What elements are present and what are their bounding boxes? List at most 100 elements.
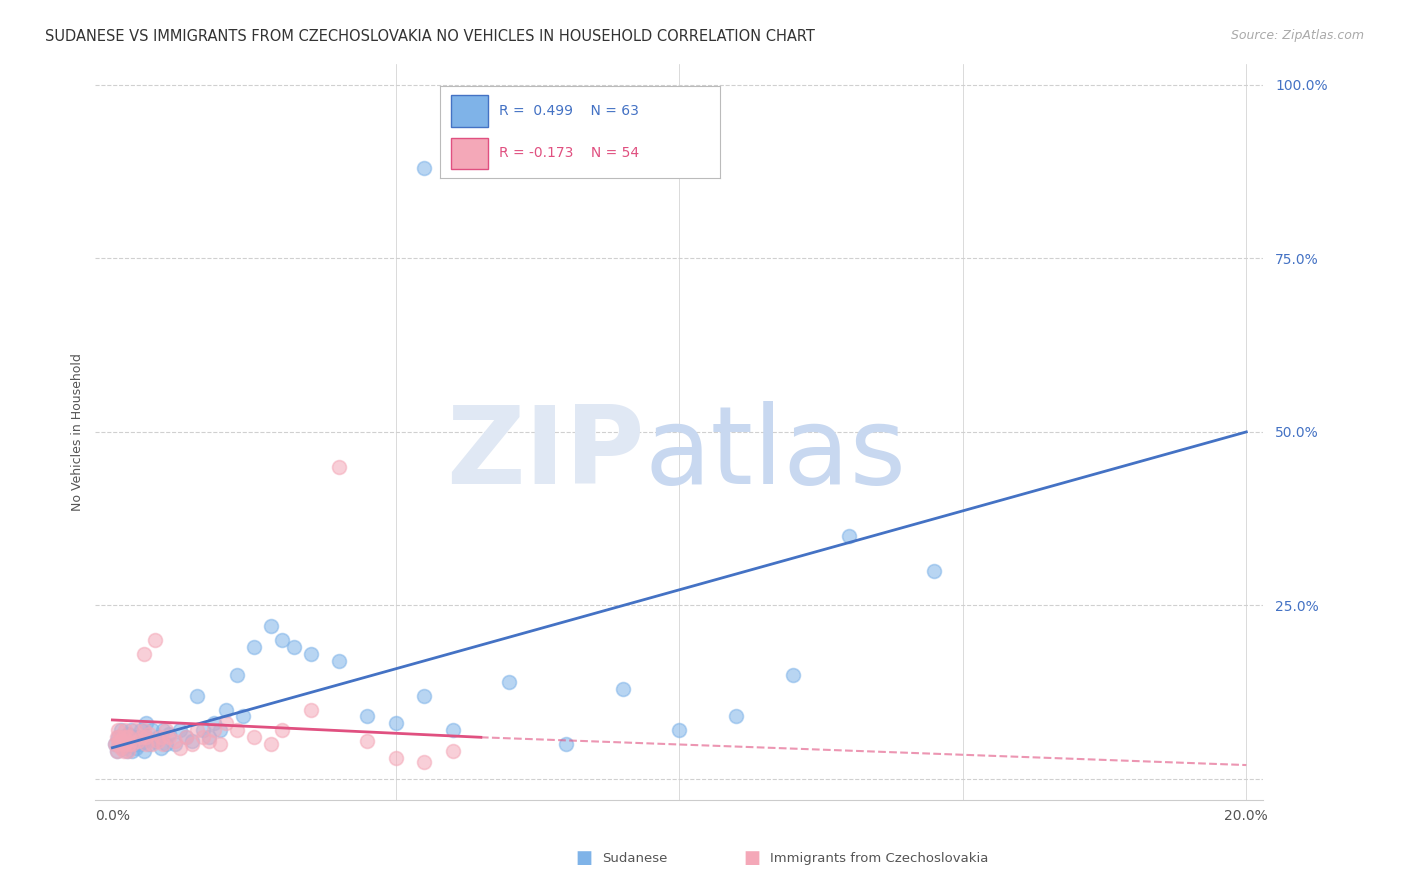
Point: [413, 755, 436, 769]
Point: [122, 731, 145, 745]
Point: [118, 737, 141, 751]
Point: [117, 744, 139, 758]
Point: [163, 733, 186, 747]
Point: [132, 723, 155, 738]
Point: [186, 723, 208, 738]
Point: [924, 564, 946, 578]
Point: [226, 723, 249, 738]
Point: [215, 716, 238, 731]
Point: [441, 723, 464, 738]
Point: [441, 744, 464, 758]
Point: [114, 733, 136, 747]
Point: [356, 709, 378, 723]
Point: [174, 731, 197, 745]
Point: [115, 731, 138, 745]
Point: [782, 668, 804, 682]
Text: ■: ■: [575, 849, 592, 867]
Point: [111, 740, 134, 755]
Point: [197, 733, 219, 747]
Point: [121, 744, 143, 758]
Point: [838, 529, 860, 543]
Point: [121, 737, 143, 751]
Point: [107, 737, 129, 751]
Point: [107, 723, 129, 738]
Point: [124, 723, 146, 738]
Point: [612, 681, 634, 696]
Point: [124, 737, 146, 751]
Point: [141, 723, 163, 738]
Point: [149, 731, 172, 745]
Point: [105, 744, 128, 758]
Point: [724, 709, 747, 723]
Point: [197, 731, 219, 745]
Point: [180, 737, 202, 751]
Point: [202, 716, 225, 731]
Point: [180, 733, 202, 747]
Point: [271, 633, 294, 648]
Point: [668, 723, 690, 738]
Point: [146, 731, 169, 745]
Point: [127, 731, 149, 745]
Point: [110, 733, 132, 747]
Point: [108, 731, 131, 745]
Point: [135, 731, 157, 745]
Point: [138, 727, 160, 741]
Point: [129, 731, 152, 745]
Point: [132, 733, 155, 747]
Point: [186, 689, 208, 703]
Point: [118, 731, 141, 745]
Point: [110, 740, 132, 755]
Point: [243, 640, 266, 654]
Point: [209, 723, 232, 738]
Point: [105, 731, 128, 745]
Point: [328, 459, 350, 474]
Point: [413, 161, 436, 176]
Point: [413, 689, 436, 703]
Point: [105, 744, 128, 758]
Point: [117, 727, 139, 741]
Point: [169, 723, 191, 738]
Point: [127, 733, 149, 747]
Point: [135, 716, 157, 731]
Point: [112, 737, 135, 751]
Point: [110, 723, 132, 738]
Point: [112, 731, 135, 745]
Text: Source: ZipAtlas.com: Source: ZipAtlas.com: [1230, 29, 1364, 42]
Point: [107, 731, 129, 745]
Point: [157, 727, 180, 741]
Point: [243, 731, 266, 745]
Point: [191, 723, 214, 738]
Point: [115, 733, 138, 747]
Point: [356, 733, 378, 747]
Text: Sudanese: Sudanese: [602, 852, 666, 864]
Point: [118, 737, 141, 751]
Point: [299, 702, 322, 716]
Point: [146, 733, 169, 747]
Point: [215, 702, 238, 716]
Point: [498, 674, 520, 689]
Point: [112, 744, 135, 758]
Point: [135, 737, 157, 751]
Point: [169, 740, 191, 755]
Point: [299, 647, 322, 661]
Point: [108, 737, 131, 751]
Point: [155, 737, 177, 751]
Point: [124, 733, 146, 747]
Text: atlas: atlas: [644, 401, 907, 507]
Point: [128, 737, 150, 751]
Point: [163, 737, 186, 751]
Point: [283, 640, 305, 654]
Point: [226, 668, 249, 682]
Point: [191, 731, 214, 745]
Point: [260, 737, 283, 751]
Text: SUDANESE VS IMMIGRANTS FROM CZECHOSLOVAKIA NO VEHICLES IN HOUSEHOLD CORRELATION : SUDANESE VS IMMIGRANTS FROM CZECHOSLOVAK…: [45, 29, 815, 44]
Point: [125, 740, 148, 755]
Point: [149, 740, 172, 755]
Point: [385, 751, 408, 765]
Point: [135, 731, 157, 745]
Point: [141, 737, 163, 751]
Point: [328, 654, 350, 668]
Point: [260, 619, 283, 633]
Point: [111, 731, 134, 745]
Point: [232, 709, 254, 723]
